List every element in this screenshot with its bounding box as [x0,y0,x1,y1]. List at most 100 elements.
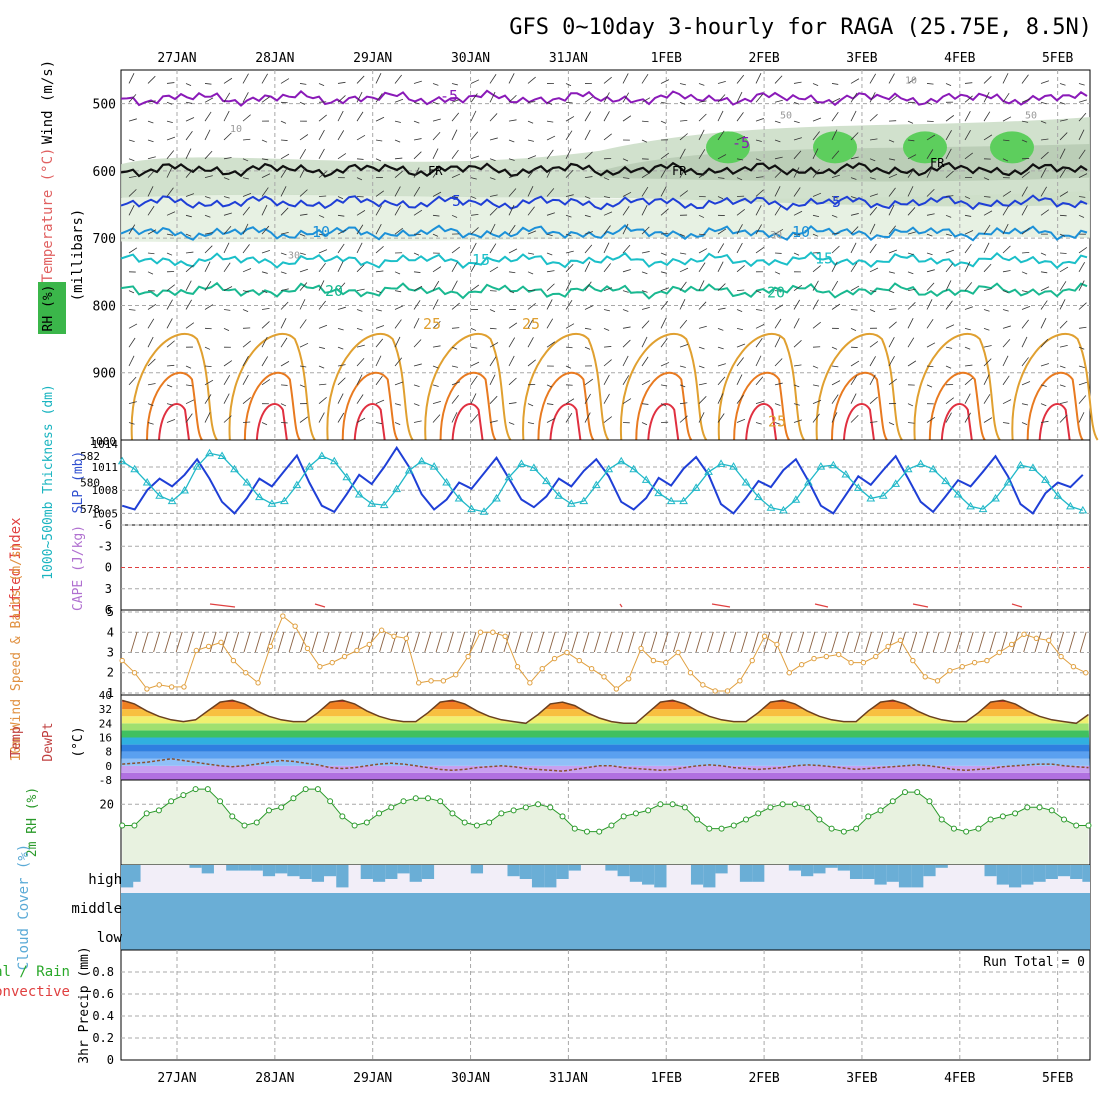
wind-barb [661,253,666,255]
wind-barb [583,632,589,652]
cloud-high-bar [605,865,617,871]
wind-barb [832,281,838,291]
wind-barb [604,111,609,121]
precip-legend-convective: Convective [0,984,70,1000]
wind-barb [1003,246,1010,253]
wind-barb [1022,404,1028,405]
isotherm-label: 20 [325,282,343,300]
wind-barb [585,262,590,272]
wind-barb [946,264,953,272]
li-trace [1012,604,1022,607]
date-label-bottom: 27JAN [157,1071,196,1086]
wind-barb [527,632,533,652]
cloud-high-bar [275,865,287,873]
wind-barb [922,632,928,652]
wind-barb [395,140,400,142]
wind-barb [165,632,171,652]
precip-tick-label: 0.8 [92,965,114,979]
wind-barb [1003,117,1011,121]
wind-barb [967,632,973,652]
wind-barb [984,76,991,83]
rh-contour-label: 50 [780,110,792,121]
rh-point [878,808,883,813]
wind-barb [945,632,951,652]
wind-barb [129,248,137,253]
wind-barb [447,632,453,652]
wind-barb [490,357,496,366]
wind-barb [471,111,476,121]
isotherm-label: 20 [767,283,785,301]
wind-barb [471,80,479,84]
cloud-high-bar [654,865,666,887]
wind-barb [1060,345,1068,347]
wind-barb [946,250,954,253]
wind-barb [357,135,365,140]
isotherm-30-cycle [147,373,202,440]
rh-point [169,799,174,804]
wind-barb [205,246,212,253]
wind-barb [376,117,384,121]
wind-barb [877,632,883,652]
wind-barb [338,244,344,253]
wind-barb [509,378,516,385]
wind-barb [756,423,762,425]
wind-barb [984,112,990,121]
wind-barb [623,291,629,293]
wind-barb [319,413,324,423]
rh-point [536,802,541,807]
wind-barb [1060,299,1065,309]
wind-barb [680,83,686,84]
wind-barb [566,324,574,329]
wind-barb [281,361,289,366]
rh-point [939,817,944,822]
date-label-top: 30JAN [451,51,490,66]
wind-point [145,687,149,691]
wind-barb [1003,326,1011,328]
wind-barb [851,111,856,121]
wind-barb [395,404,401,406]
wind-barb [471,347,477,348]
wind-barb [566,131,572,140]
temp-band [121,695,1090,702]
wind-barb [549,632,555,652]
rh-point [291,796,296,801]
wind-barb [376,271,383,272]
wind-barb [870,397,878,404]
thickness-point [119,458,126,464]
cloud-high-bar [740,865,752,882]
cloud-high-bar [801,865,813,876]
wind-barb [604,77,612,83]
wind-barb [642,272,647,274]
wind-barb [699,114,706,121]
wind-barb [395,272,400,274]
wind-point [1047,638,1051,642]
wind-barb [794,253,799,255]
isotherm-30-cycle [1028,373,1083,440]
wind-barb [452,83,458,84]
wind-barb [965,307,973,310]
isotherm-label: 5 [452,192,461,210]
wind-barb [186,400,194,404]
wind-barb [300,135,308,140]
rh-point [572,826,577,831]
wind-barb [984,394,990,403]
rh-point [805,805,810,810]
wind-barb [131,632,137,652]
wind-barb [167,385,172,387]
wind-barb [490,375,495,385]
wind-barb [718,364,726,366]
rh-point [1074,823,1079,828]
wind-point [281,614,285,618]
wind-barb [979,632,985,652]
wind-barb [148,319,154,329]
wind-barb [623,73,628,83]
wind-barb [395,75,402,83]
wind-barb [167,285,175,291]
wind-barb [186,149,191,159]
cloud-high-bar [520,865,532,879]
cloud-high-bar [1058,865,1070,876]
wind-barb [205,366,212,367]
rh-point [597,829,602,834]
rh-tick-label: 20 [100,797,114,811]
wind-barb [946,347,952,348]
